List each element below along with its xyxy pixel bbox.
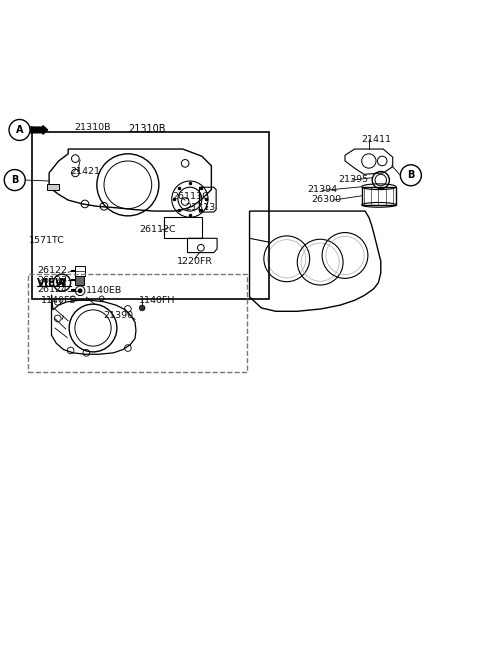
- FancyArrow shape: [31, 126, 48, 134]
- Bar: [362, 187, 396, 205]
- Text: 26122: 26122: [37, 266, 67, 276]
- Text: 21310B: 21310B: [74, 123, 110, 132]
- Bar: [33, 133, 269, 299]
- Bar: [164, 216, 202, 238]
- Text: 26112C: 26112C: [140, 225, 177, 234]
- Text: B: B: [11, 175, 18, 185]
- Bar: [47, 184, 59, 190]
- Text: B: B: [407, 171, 415, 180]
- Text: 1140EB: 1140EB: [86, 286, 122, 295]
- Text: 26124: 26124: [37, 285, 67, 295]
- Text: 21390: 21390: [103, 310, 133, 319]
- Text: 1140FH: 1140FH: [139, 296, 175, 305]
- Text: 1571TC: 1571TC: [29, 236, 65, 245]
- Text: 21395: 21395: [338, 174, 368, 184]
- Bar: [75, 276, 84, 285]
- Circle shape: [78, 289, 83, 293]
- Circle shape: [139, 305, 145, 311]
- Bar: [28, 274, 247, 372]
- Text: A: A: [16, 125, 23, 135]
- Text: 21310B: 21310B: [128, 123, 166, 134]
- Text: VIEW: VIEW: [37, 277, 68, 288]
- Text: 1140FS: 1140FS: [40, 296, 76, 305]
- Text: 1220FR: 1220FR: [177, 256, 213, 266]
- Text: 26123: 26123: [37, 276, 67, 285]
- Text: A: A: [59, 278, 65, 287]
- Text: 21394: 21394: [307, 185, 337, 194]
- Text: 26113C: 26113C: [172, 192, 209, 201]
- Text: 21421: 21421: [71, 167, 101, 176]
- Text: 21411: 21411: [362, 135, 392, 144]
- Bar: [75, 266, 85, 276]
- Text: 21313: 21313: [185, 203, 216, 213]
- Text: 26300: 26300: [312, 195, 342, 203]
